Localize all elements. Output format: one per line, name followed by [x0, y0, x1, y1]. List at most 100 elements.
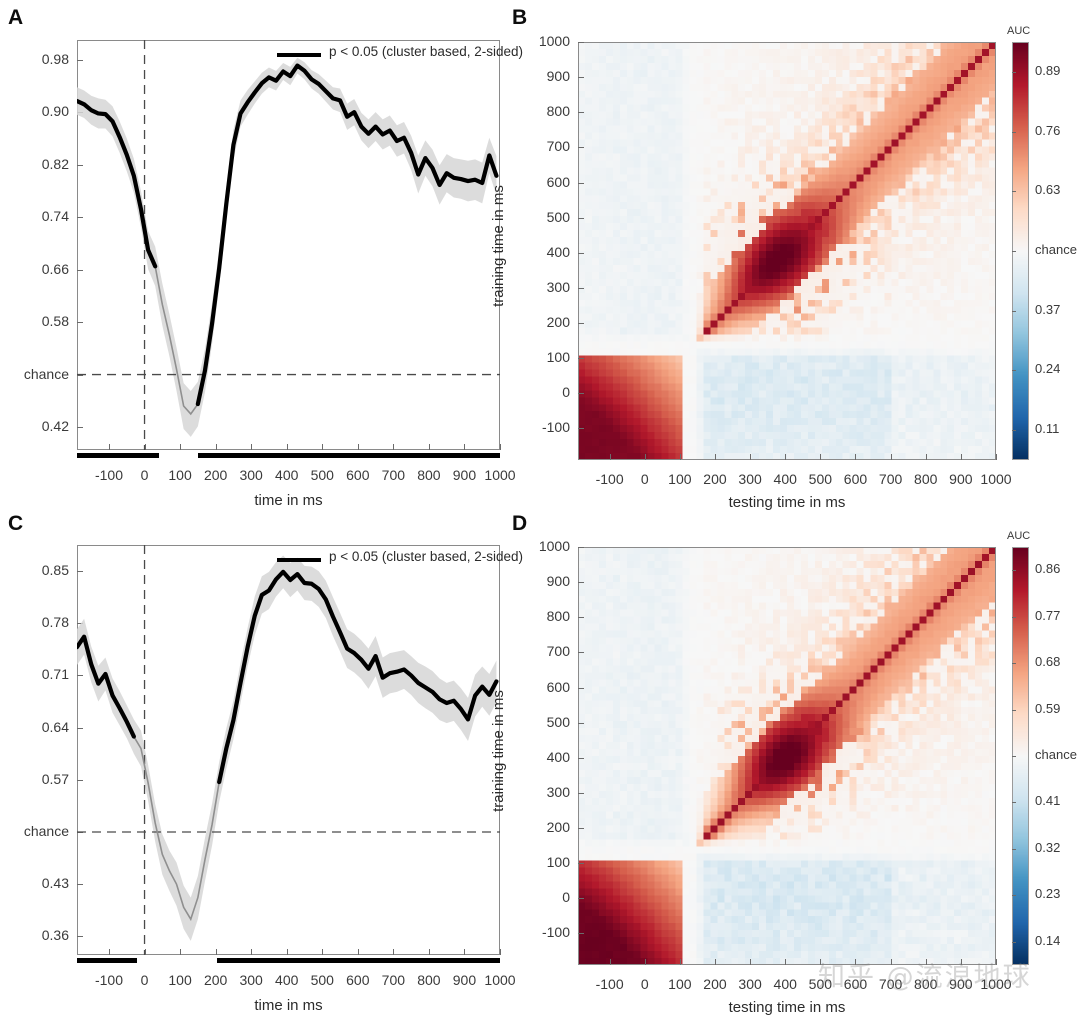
y-tick-label: 0.90 — [41, 103, 69, 120]
colorbar-tickmark — [1012, 71, 1016, 73]
x-tick-label: 500 — [808, 471, 833, 487]
colorbar-tickmark — [1012, 370, 1016, 372]
x-tick-label: -100 — [595, 471, 624, 487]
x-axis-label: testing time in ms — [728, 999, 846, 1016]
plot-area-c — [77, 545, 500, 955]
y-tick-label: 100 — [546, 349, 570, 366]
x-axis-label: time in ms — [254, 997, 323, 1014]
y-tickmark — [77, 427, 83, 429]
y-tickmark — [578, 757, 584, 759]
y-tickmark — [578, 428, 584, 430]
y-tickmark — [578, 182, 584, 184]
y-tickmark — [77, 374, 83, 376]
y-tick-label: 0.58 — [41, 313, 69, 330]
panel-letter-c: C — [8, 512, 24, 535]
plot-area-a — [77, 40, 500, 450]
x-tickmark — [890, 959, 892, 965]
x-tickmark — [464, 949, 466, 955]
y-tickmark — [578, 582, 584, 584]
x-tickmark — [609, 959, 611, 965]
colorbar-tickmark — [1012, 616, 1016, 618]
x-tick-label: 300 — [738, 471, 762, 487]
x-tickmark — [144, 444, 146, 450]
x-tick-label: 900 — [452, 972, 477, 988]
y-tickmark — [578, 112, 584, 114]
y-tickmark — [77, 832, 83, 833]
x-tick-label: 700 — [381, 467, 406, 483]
x-tick-label: 500 — [310, 467, 334, 483]
colorbar-gradient-d — [1012, 547, 1029, 965]
heatmap-canvas-d — [578, 547, 996, 965]
y-tickmark — [77, 164, 83, 166]
y-tickmark — [578, 687, 584, 689]
y-tickmark — [578, 652, 584, 654]
x-tick-label: 0 — [140, 972, 149, 988]
y-tick-label: 800 — [546, 608, 570, 625]
colorbar-gradient-b — [1012, 42, 1029, 460]
x-tickmark — [890, 454, 892, 460]
y-tick-label: 0.78 — [41, 614, 69, 631]
x-tickmark — [286, 444, 288, 450]
x-tick-label: 400 — [773, 471, 797, 487]
x-tick-label: 200 — [703, 976, 727, 992]
colorbar-tickmark — [1012, 802, 1016, 804]
y-tick-label: chance — [23, 365, 69, 382]
colorbar-tickmark — [1012, 310, 1016, 312]
colorbar-tickmark — [1012, 895, 1016, 897]
x-tickmark — [215, 949, 217, 955]
x-tickmark — [180, 444, 182, 450]
colorbar-tickmark — [1012, 848, 1016, 850]
x-tickmark — [750, 959, 752, 965]
y-tick-label: 200 — [546, 314, 570, 330]
x-tickmark — [108, 949, 110, 955]
y-tickmark — [578, 617, 584, 619]
y-tickmark — [578, 358, 584, 360]
y-tick-label: 900 — [546, 68, 570, 85]
y-tick-label: 600 — [546, 678, 570, 695]
colorbar-tick-label: 0.59 — [1035, 700, 1061, 716]
y-tick-label: 0.43 — [41, 875, 69, 892]
colorbar-tick-label: 0.32 — [1035, 839, 1061, 855]
x-tick-label: 600 — [843, 471, 868, 487]
colorbar-tick-label: 0.37 — [1035, 301, 1061, 317]
x-tick-label: 0 — [640, 976, 649, 992]
x-tick-label: 300 — [239, 972, 263, 988]
x-tickmark — [714, 959, 716, 965]
x-tick-label: 300 — [738, 976, 762, 992]
legend-label: p < 0.05 (cluster based, 2-sided) — [329, 44, 523, 59]
heatmap-canvas-b — [578, 42, 996, 460]
x-tick-label: 400 — [773, 976, 797, 992]
x-tick-label: 200 — [703, 471, 727, 487]
colorbar-tick-label: chance — [1035, 747, 1077, 762]
colorbar-tickmark — [1012, 131, 1016, 133]
x-axis-label: testing time in ms — [728, 494, 846, 511]
x-tick-label: 100 — [668, 976, 692, 992]
x-tick-label: -100 — [94, 972, 123, 988]
y-tick-label: 0.42 — [41, 418, 69, 435]
x-tickmark — [820, 959, 822, 965]
y-tick-label: 200 — [546, 819, 570, 835]
x-tickmark — [855, 454, 857, 460]
x-tickmark — [322, 949, 324, 955]
y-tickmark — [578, 863, 584, 865]
y-tick-label: 0.71 — [41, 666, 69, 683]
x-tickmark — [108, 444, 110, 450]
x-tickmark — [251, 444, 253, 450]
y-tickmark — [77, 571, 83, 573]
colorbar-tick-label: 0.11 — [1035, 421, 1060, 437]
x-tickmark — [925, 454, 927, 460]
x-tick-label: 700 — [878, 976, 903, 992]
x-tick-label: 400 — [275, 467, 299, 483]
x-tickmark — [393, 949, 395, 955]
x-tickmark — [750, 454, 752, 460]
y-tick-label: 0.66 — [41, 260, 69, 277]
x-tick-label: 0 — [140, 467, 149, 483]
x-tickmark — [428, 444, 430, 450]
x-tickmark — [996, 454, 997, 460]
y-tickmark — [77, 623, 83, 625]
y-tick-label: 300 — [546, 278, 570, 295]
y-tick-label: 700 — [546, 643, 570, 660]
x-tick-label: 900 — [949, 976, 973, 992]
y-tick-label: 0.36 — [41, 927, 69, 944]
y-tickmark — [77, 322, 83, 324]
